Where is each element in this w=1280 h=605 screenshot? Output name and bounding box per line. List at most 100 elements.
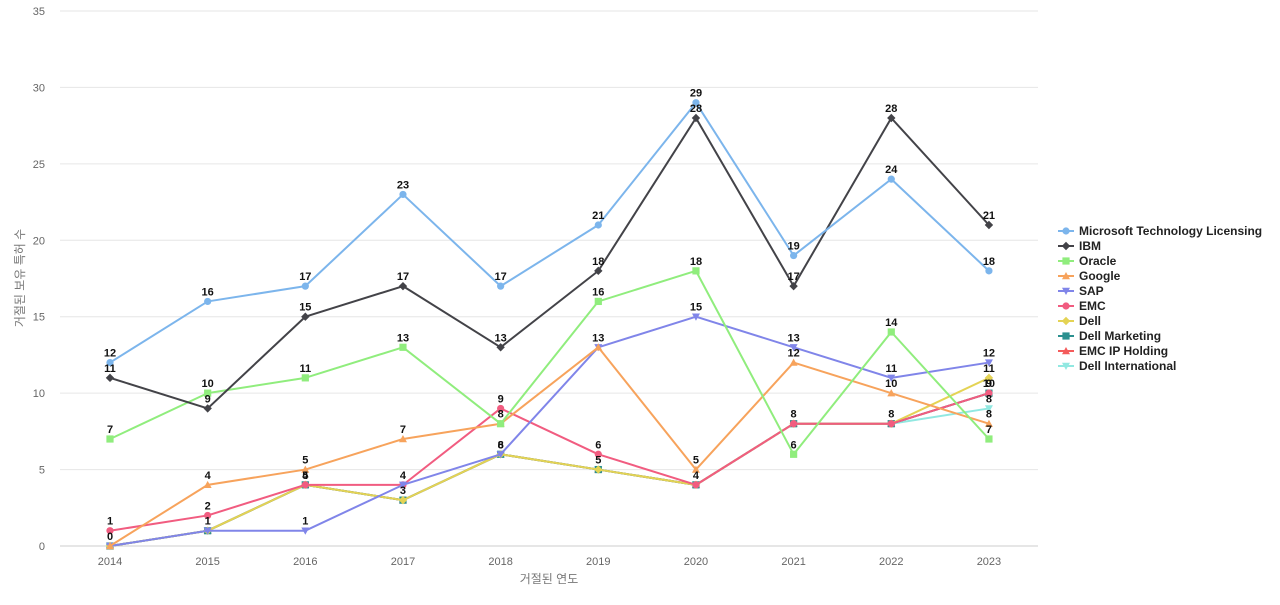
data-point[interactable] <box>594 266 603 276</box>
data-point[interactable] <box>496 451 505 459</box>
data-point[interactable] <box>887 175 895 183</box>
data-label: 1 <box>205 516 211 528</box>
data-point[interactable] <box>789 281 798 291</box>
data-point[interactable] <box>789 358 798 366</box>
data-label: 8 <box>498 439 504 451</box>
legend-item[interactable]: SAP <box>1058 284 1104 298</box>
data-point[interactable] <box>398 435 407 443</box>
data-point[interactable] <box>790 420 798 428</box>
data-point[interactable] <box>984 359 993 367</box>
y-tick-label: 30 <box>33 82 45 94</box>
data-point[interactable] <box>497 420 505 428</box>
legend: Microsoft Technology LicensingIBMOracleG… <box>1058 224 1262 373</box>
legend-item[interactable]: Microsoft Technology Licensing <box>1058 224 1262 238</box>
data-point[interactable] <box>887 374 896 382</box>
data-point[interactable] <box>105 373 115 383</box>
data-point[interactable] <box>399 343 407 351</box>
data-point[interactable] <box>106 527 114 535</box>
data-point[interactable] <box>301 282 309 290</box>
x-tick-label: 2018 <box>488 556 512 568</box>
data-label: 17 <box>397 271 409 283</box>
y-tick-label: 15 <box>33 312 45 324</box>
data-point[interactable] <box>301 374 309 382</box>
legend-marker <box>1062 362 1070 370</box>
legend-item[interactable]: Dell International <box>1058 359 1176 373</box>
data-point[interactable] <box>106 435 114 443</box>
data-point[interactable] <box>204 389 212 397</box>
data-point[interactable] <box>985 267 993 275</box>
data-point[interactable] <box>301 312 310 321</box>
data-point[interactable] <box>887 420 895 428</box>
data-point[interactable] <box>399 190 407 199</box>
data-point[interactable] <box>497 282 505 290</box>
y-tick-label: 25 <box>33 159 45 171</box>
data-point[interactable] <box>301 465 310 473</box>
legend-label: Oracle <box>1079 254 1117 268</box>
data-point[interactable] <box>594 297 602 306</box>
legend-item[interactable]: Dell <box>1058 314 1101 328</box>
data-point[interactable] <box>203 404 212 413</box>
series-line[interactable] <box>109 269 990 456</box>
data-point[interactable] <box>496 343 505 352</box>
series-line[interactable] <box>109 407 990 547</box>
data-label: 7 <box>400 424 406 436</box>
data-point[interactable] <box>106 358 114 367</box>
data-label: 8 <box>986 409 992 421</box>
data-point[interactable] <box>691 113 701 123</box>
data-point[interactable] <box>984 220 994 230</box>
legend-item[interactable]: Google <box>1058 269 1121 283</box>
data-point[interactable] <box>594 450 602 458</box>
series-line[interactable] <box>109 392 990 532</box>
data-point[interactable] <box>204 297 212 306</box>
data-point[interactable] <box>398 281 408 291</box>
data-point[interactable] <box>692 481 700 489</box>
data-label: 15 <box>299 302 311 314</box>
data-point[interactable] <box>594 221 602 229</box>
data-point[interactable] <box>301 481 309 489</box>
data-point[interactable] <box>984 419 993 427</box>
data-point[interactable] <box>887 113 896 123</box>
data-point[interactable] <box>203 480 212 489</box>
legend-item[interactable]: Dell Marketing <box>1058 329 1161 343</box>
data-point[interactable] <box>692 99 700 107</box>
legend-marker <box>1062 302 1070 310</box>
data-point[interactable] <box>497 404 505 413</box>
data-point[interactable] <box>691 313 700 321</box>
series-line[interactable] <box>109 315 990 547</box>
data-point[interactable] <box>789 344 798 352</box>
data-point[interactable] <box>790 450 798 458</box>
x-tick-label: 2019 <box>586 556 610 568</box>
data-point[interactable] <box>692 267 700 275</box>
data-point[interactable] <box>203 527 212 535</box>
x-axis-ticks: 2014 2015 2016 2017 2018 2019 2020 2021 2022 2023 <box>98 556 1001 568</box>
series-line[interactable] <box>109 101 990 364</box>
data-point[interactable] <box>594 465 603 474</box>
series-line[interactable] <box>109 346 990 547</box>
series-4 <box>106 313 993 550</box>
data-point[interactable] <box>106 542 114 550</box>
data-point[interactable] <box>985 389 993 397</box>
data-point[interactable] <box>984 373 994 383</box>
data-label: 16 <box>592 286 604 298</box>
series-line[interactable] <box>109 376 990 547</box>
data-point[interactable] <box>984 405 993 413</box>
data-point[interactable] <box>790 251 798 260</box>
data-point[interactable] <box>985 435 993 443</box>
data-point[interactable] <box>398 495 408 505</box>
legend-item[interactable]: Oracle <box>1058 254 1117 268</box>
data-label: 10 <box>202 378 214 390</box>
legend-item[interactable]: IBM <box>1058 239 1101 253</box>
series-2 <box>106 267 993 458</box>
data-label: 8 <box>888 409 894 421</box>
data-point[interactable] <box>887 328 895 336</box>
data-point[interactable] <box>887 389 896 397</box>
data-point[interactable] <box>398 481 407 489</box>
legend-item[interactable]: EMC <box>1058 299 1106 313</box>
data-point[interactable] <box>691 465 700 473</box>
series-line[interactable] <box>109 117 990 410</box>
data-point[interactable] <box>204 511 212 520</box>
data-point[interactable] <box>301 527 310 535</box>
data-point[interactable] <box>594 343 603 351</box>
legend-item[interactable]: EMC IP Holding <box>1058 344 1168 358</box>
